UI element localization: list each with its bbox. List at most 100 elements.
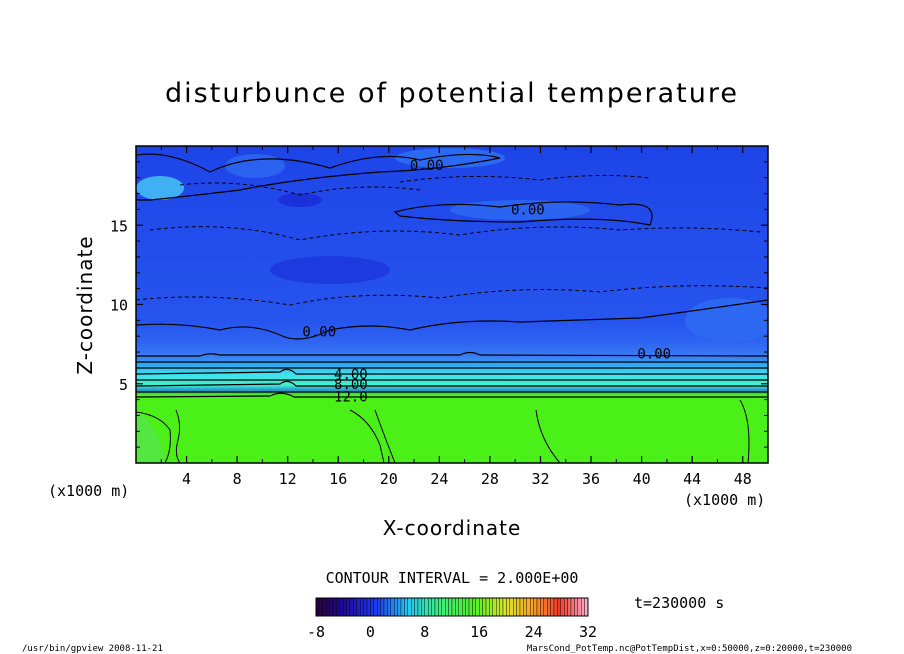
colorbar-cell bbox=[336, 597, 340, 617]
colorbar-tick-label: 16 bbox=[470, 623, 488, 641]
contour-band bbox=[136, 361, 768, 398]
colorbar-cell bbox=[533, 597, 538, 617]
contour-lines bbox=[136, 153, 768, 357]
contour-lower bbox=[136, 399, 750, 463]
colorbar-cell bbox=[455, 597, 459, 617]
colorbar-cell bbox=[489, 597, 493, 617]
colorbar-cell bbox=[543, 597, 548, 617]
x-tick-label: 8 bbox=[233, 470, 242, 488]
colorbar-cell bbox=[411, 597, 415, 617]
contour-label: 12.0 bbox=[334, 389, 368, 405]
colorbar-cell bbox=[485, 597, 490, 617]
colorbar-cell bbox=[516, 597, 521, 617]
contour-label: 0.00 bbox=[302, 324, 336, 340]
colorbar-cell bbox=[577, 597, 582, 617]
field-patch bbox=[225, 154, 285, 178]
x-tick-label: 28 bbox=[481, 470, 499, 488]
y-axis-unit: (x1000 m) bbox=[48, 482, 129, 500]
colorbar-cell bbox=[360, 597, 364, 617]
colorbar-cell bbox=[421, 597, 425, 617]
colorbar-cell bbox=[509, 597, 514, 617]
colorbar-cell bbox=[397, 597, 402, 617]
colorbar-cell bbox=[332, 597, 337, 617]
colorbar-cell bbox=[353, 597, 357, 617]
colorbar-cell bbox=[380, 597, 385, 617]
y-axis-label: Z-coordinate bbox=[73, 235, 97, 374]
colorbar-cell bbox=[557, 597, 562, 617]
x-tick-label: 36 bbox=[582, 470, 600, 488]
x-tick-label: 4 bbox=[182, 470, 191, 488]
field-patch bbox=[270, 256, 390, 284]
x-tick-label: 20 bbox=[380, 470, 398, 488]
colorbar-frame bbox=[315, 597, 589, 617]
colorbar-cell bbox=[564, 597, 568, 617]
colorbar-cell bbox=[496, 597, 500, 617]
chart-title: disturbunce of potential temperature bbox=[165, 78, 739, 109]
colorbar-cell bbox=[445, 597, 449, 617]
field-patch bbox=[136, 176, 184, 200]
colorbar-cell bbox=[506, 597, 510, 617]
time-label: t=230000 s bbox=[634, 594, 724, 612]
x-axis-ticks: 4 8 12 16 20 24 28 32 36 40 44 48 bbox=[160, 146, 752, 488]
colorbar-cell bbox=[553, 597, 558, 617]
colorbar-cell bbox=[530, 597, 534, 617]
colorbar-cell bbox=[329, 597, 334, 617]
colorbar-cell bbox=[431, 597, 436, 617]
colorbar-cell bbox=[536, 597, 541, 617]
colorbar-cell bbox=[326, 597, 330, 617]
y-tick-label: 5 bbox=[119, 376, 128, 394]
colorbar bbox=[315, 597, 589, 617]
colorbar-cell bbox=[438, 597, 442, 617]
colorbar-cell bbox=[472, 597, 476, 617]
colorbar-cell bbox=[363, 597, 368, 617]
colorbar-cell bbox=[377, 597, 381, 617]
colorbar-cell bbox=[513, 597, 517, 617]
colorbar-cell bbox=[400, 597, 405, 617]
colorbar-tick-label: 0 bbox=[366, 623, 375, 641]
field-fill bbox=[136, 146, 768, 463]
colorbar-cell bbox=[407, 597, 412, 617]
colorbar-cell bbox=[349, 597, 354, 617]
colorbar-cell bbox=[526, 597, 531, 617]
contour-label: 4.00 bbox=[334, 367, 368, 383]
colorbar-cell bbox=[448, 597, 453, 617]
colorbar-cell bbox=[547, 597, 551, 617]
colorbar-cell bbox=[451, 597, 456, 617]
colorbar-cell bbox=[414, 597, 419, 617]
colorbar-cell bbox=[417, 597, 422, 617]
contour-label: 8.00 bbox=[334, 377, 368, 393]
colorbar-cell bbox=[383, 597, 388, 617]
field-patch bbox=[278, 193, 322, 207]
colorbar-cell bbox=[346, 597, 351, 617]
contour-lines-negative bbox=[136, 174, 768, 306]
x-tick-label: 40 bbox=[633, 470, 651, 488]
y-axis-ticks: 5 10 15 bbox=[110, 161, 768, 448]
colorbar-tick-label: 8 bbox=[420, 623, 429, 641]
contour-label: 0.00 bbox=[410, 158, 444, 174]
x-tick-label: 12 bbox=[279, 470, 297, 488]
colorbar-cell bbox=[499, 597, 504, 617]
colorbar-ticks: -8 0 8 16 24 32 bbox=[307, 623, 597, 641]
y-tick-label: 10 bbox=[110, 297, 128, 315]
colorbar-cell bbox=[394, 597, 398, 617]
colorbar-cell bbox=[428, 597, 432, 617]
colorbar-cell bbox=[434, 597, 439, 617]
colorbar-cell bbox=[458, 597, 463, 617]
colorbar-cell bbox=[370, 597, 374, 617]
colorbar-cell bbox=[322, 597, 327, 617]
colorbar-cell bbox=[581, 597, 585, 617]
x-axis-unit: (x1000 m) bbox=[684, 491, 765, 509]
field-patch bbox=[395, 148, 505, 168]
colorbar-cell bbox=[462, 597, 466, 617]
x-axis-label: X-coordinate bbox=[383, 516, 522, 540]
field-patch bbox=[136, 410, 165, 463]
colorbar-cell bbox=[404, 597, 408, 617]
colorbar-cell bbox=[567, 597, 572, 617]
colorbar-cell bbox=[492, 597, 497, 617]
colorbar-cell bbox=[319, 597, 323, 617]
colorbar-cell bbox=[574, 597, 579, 617]
colorbar-cell bbox=[550, 597, 555, 617]
x-tick-label: 32 bbox=[531, 470, 549, 488]
colorbar-cell bbox=[560, 597, 565, 617]
